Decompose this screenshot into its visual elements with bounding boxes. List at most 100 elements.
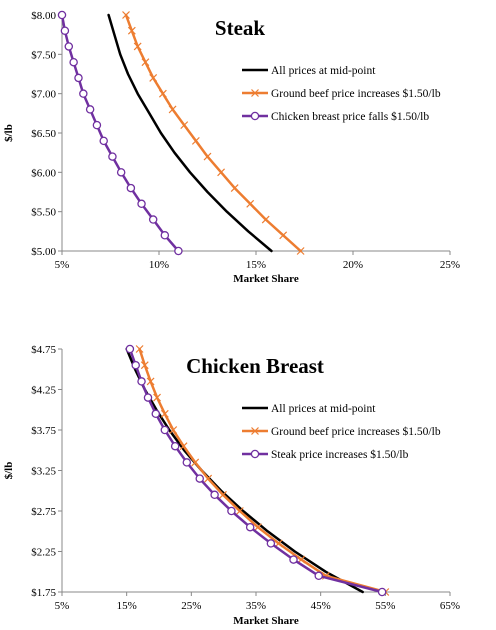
data-point <box>296 247 305 255</box>
x-tick-label: 55% <box>375 600 395 612</box>
data-point <box>135 345 144 353</box>
y-tick-label: $7.00 <box>31 89 56 101</box>
series-line <box>125 347 364 594</box>
legend-marker <box>250 111 260 121</box>
data-point <box>122 11 130 19</box>
legend-label: Chicken breast price falls $1.50/lb <box>271 110 429 123</box>
data-point <box>245 522 255 532</box>
legend-label: Ground beef price increases $1.50/lb <box>271 425 441 438</box>
x-tick-label: 20% <box>343 259 363 271</box>
data-point <box>279 231 288 240</box>
series-0 <box>107 13 273 253</box>
data-point <box>108 152 117 161</box>
data-point <box>254 523 262 532</box>
data-point <box>160 409 169 418</box>
y-tick-label: $2.75 <box>31 506 56 518</box>
x-tick-label: 5% <box>55 600 70 612</box>
data-point <box>227 506 236 516</box>
series-2 <box>57 10 183 256</box>
legend-marker <box>250 449 260 459</box>
data-point <box>127 26 136 35</box>
data-point <box>261 215 270 224</box>
y-tick-label: $1.75 <box>31 587 56 599</box>
data-point <box>60 26 70 35</box>
legend-label: Ground beef price increases $1.50/lb <box>271 87 441 100</box>
data-point <box>219 490 227 499</box>
x-tick-label: 10% <box>149 259 169 271</box>
y-tick-label: $5.50 <box>31 207 56 219</box>
y-tick-label: $7.50 <box>31 49 56 61</box>
data-point <box>160 425 170 435</box>
data-point <box>153 393 161 402</box>
data-point <box>169 426 178 434</box>
data-point <box>230 184 239 192</box>
steak-chart: $5.00 $5.50 $6.00 $6.50 $7.00 $7.50 $8.00 5% 10%… <box>3 10 460 285</box>
legend-label: All prices at mid-point <box>271 403 376 415</box>
series-1 <box>122 11 305 255</box>
x-tick-label: 5% <box>55 259 70 271</box>
data-point <box>64 42 74 51</box>
data-point <box>182 458 192 467</box>
y-tick-label: $3.75 <box>31 425 56 437</box>
x-tick-label: 25% <box>440 259 460 271</box>
data-point <box>85 105 95 114</box>
data-point <box>131 360 140 370</box>
x-tick-label: 15% <box>246 259 266 271</box>
data-point <box>217 168 226 177</box>
y-tick-label: $5.00 <box>31 246 56 258</box>
legend-label: Steak price increases $1.50/lb <box>271 448 409 461</box>
data-point <box>246 199 255 208</box>
data-point <box>179 442 188 451</box>
legend-marker <box>251 427 259 435</box>
data-point <box>235 507 244 515</box>
data-point <box>148 215 158 224</box>
x-tick-label: 45% <box>311 600 331 612</box>
series-0 <box>125 347 364 594</box>
y-tick-label: $2.25 <box>31 547 56 559</box>
chart-title: Chicken Breast <box>186 354 324 378</box>
data-point <box>180 121 189 130</box>
x-tick-label: 35% <box>246 600 266 612</box>
data-point <box>289 555 298 564</box>
y-tick-label: $6.50 <box>31 128 56 140</box>
data-point <box>266 539 276 548</box>
data-point <box>191 458 200 467</box>
y-tick-label: $8.00 <box>31 10 56 22</box>
data-point <box>116 168 126 177</box>
data-point <box>137 377 146 386</box>
data-point <box>140 361 149 370</box>
data-point <box>92 120 102 130</box>
chicken-breast-chart: $1.75 $2.25 $2.75 $3.25 $3.75 $4.25 $4.75 5% 15%… <box>3 344 460 627</box>
data-point <box>57 10 67 20</box>
data-point <box>137 199 146 209</box>
y-tick-label: $3.25 <box>31 466 56 478</box>
data-point <box>314 571 323 581</box>
x-axis-title: Market Share <box>233 273 299 285</box>
data-point <box>149 74 158 82</box>
data-point <box>191 136 200 145</box>
data-point <box>79 89 88 98</box>
series-2 <box>125 344 387 597</box>
data-point <box>210 490 219 500</box>
data-point <box>141 58 150 67</box>
data-point <box>174 246 183 256</box>
data-point <box>170 441 180 451</box>
y-tick-label: $6.00 <box>31 167 56 179</box>
data-point <box>204 474 213 483</box>
data-point <box>133 42 142 51</box>
y-tick-label: $4.25 <box>31 385 56 397</box>
x-tick-label: 65% <box>440 600 460 612</box>
data-point <box>99 136 108 146</box>
data-point <box>146 377 155 386</box>
series-line <box>128 347 384 594</box>
x-tick-label: 25% <box>181 600 201 612</box>
series-line <box>107 13 273 253</box>
y-axis-title: $/lb <box>3 124 15 142</box>
data-point <box>195 474 204 483</box>
data-point <box>203 152 212 161</box>
legend-label: All prices at mid-point <box>271 65 376 77</box>
data-point <box>377 587 387 597</box>
data-point <box>143 393 153 402</box>
y-tick-label: $4.75 <box>31 344 56 356</box>
